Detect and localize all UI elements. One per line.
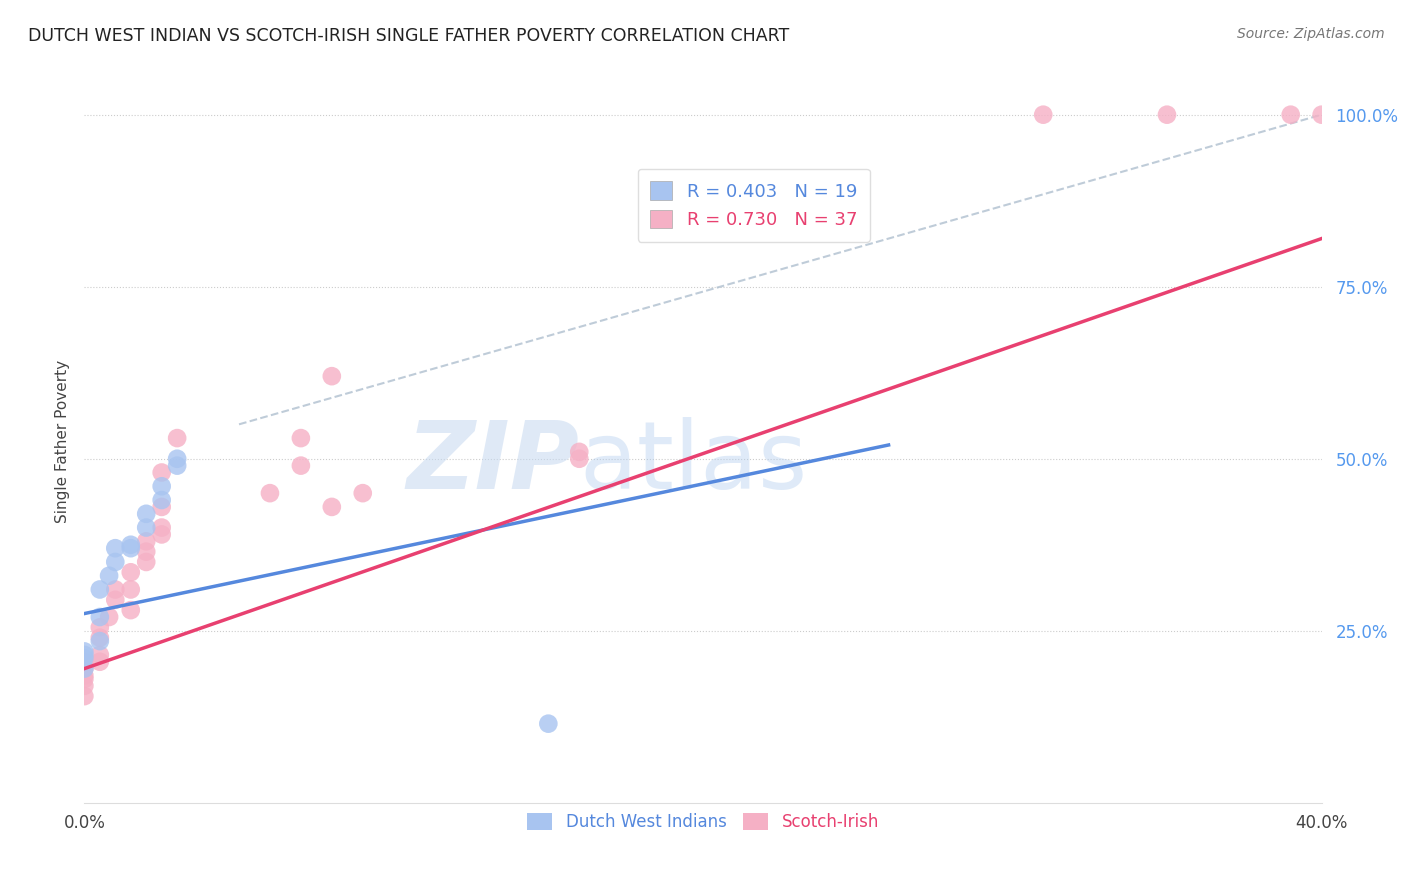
- Point: [120, 582, 142, 597]
- Point: [89, 655, 111, 669]
- Point: [73, 644, 96, 658]
- Point: [1279, 108, 1302, 122]
- Point: [259, 486, 281, 500]
- Text: atlas: atlas: [579, 417, 807, 509]
- Point: [73, 658, 96, 673]
- Point: [135, 507, 157, 521]
- Text: Source: ZipAtlas.com: Source: ZipAtlas.com: [1237, 27, 1385, 41]
- Point: [290, 431, 312, 445]
- Point: [1310, 108, 1333, 122]
- Point: [166, 451, 188, 466]
- Point: [98, 568, 121, 582]
- Point: [104, 582, 127, 597]
- Point: [73, 668, 96, 682]
- Point: [89, 582, 111, 597]
- Point: [537, 716, 560, 731]
- Point: [120, 603, 142, 617]
- Point: [120, 538, 142, 552]
- Legend: Dutch West Indians, Scotch-Irish: Dutch West Indians, Scotch-Irish: [520, 806, 886, 838]
- Point: [135, 520, 157, 534]
- Point: [73, 655, 96, 669]
- Text: ZIP: ZIP: [406, 417, 579, 509]
- Point: [120, 541, 142, 556]
- Point: [73, 651, 96, 665]
- Point: [150, 479, 173, 493]
- Text: DUTCH WEST INDIAN VS SCOTCH-IRISH SINGLE FATHER POVERTY CORRELATION CHART: DUTCH WEST INDIAN VS SCOTCH-IRISH SINGLE…: [28, 27, 789, 45]
- Point: [352, 486, 374, 500]
- Point: [166, 458, 188, 473]
- Point: [321, 500, 343, 514]
- Point: [1032, 108, 1054, 122]
- Point: [1156, 108, 1178, 122]
- Point: [89, 631, 111, 645]
- Point: [135, 555, 157, 569]
- Point: [290, 458, 312, 473]
- Point: [73, 662, 96, 676]
- Point: [89, 620, 111, 634]
- Point: [150, 500, 173, 514]
- Point: [166, 431, 188, 445]
- Point: [568, 445, 591, 459]
- Point: [89, 648, 111, 662]
- Point: [150, 466, 173, 480]
- Point: [568, 451, 591, 466]
- Point: [73, 662, 96, 676]
- Point: [135, 534, 157, 549]
- Y-axis label: Single Father Poverty: Single Father Poverty: [55, 360, 70, 523]
- Point: [89, 610, 111, 624]
- Point: [73, 672, 96, 686]
- Point: [104, 555, 127, 569]
- Point: [150, 520, 173, 534]
- Point: [104, 592, 127, 607]
- Point: [73, 679, 96, 693]
- Point: [150, 493, 173, 508]
- Point: [73, 648, 96, 662]
- Point: [321, 369, 343, 384]
- Point: [120, 566, 142, 580]
- Point: [104, 541, 127, 556]
- Point: [89, 634, 111, 648]
- Point: [73, 689, 96, 703]
- Point: [135, 544, 157, 558]
- Point: [150, 527, 173, 541]
- Point: [98, 610, 121, 624]
